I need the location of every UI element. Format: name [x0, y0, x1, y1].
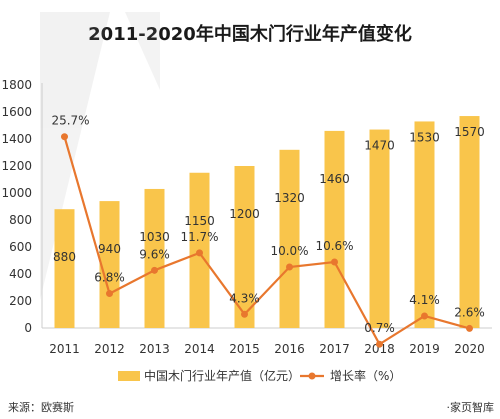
- bar: [414, 121, 435, 328]
- x-tick-label: 2017: [319, 342, 350, 356]
- bar-value-label: 1030: [139, 230, 170, 244]
- x-tick-label: 2015: [229, 342, 260, 356]
- x-tick-label: 2011: [49, 342, 80, 356]
- growth-point: [331, 258, 338, 266]
- legend-label-bar: 中国木门行业年产值（亿元）: [144, 368, 300, 383]
- growth-point: [61, 133, 68, 141]
- bar-value-label: 1460: [319, 172, 350, 186]
- growth-label: 11.7%: [180, 230, 218, 244]
- y-tick-label: 1800: [1, 78, 32, 92]
- bar: [54, 209, 75, 328]
- legend-swatch-bar: [118, 371, 140, 381]
- source-note: 来源：欧赛斯: [8, 401, 74, 414]
- x-tick-label: 2019: [409, 342, 440, 356]
- growth-label: 4.1%: [409, 293, 440, 307]
- x-tick-label: 2013: [139, 342, 170, 356]
- bar: [144, 188, 165, 328]
- y-tick-label: 1200: [1, 159, 32, 173]
- y-tick-label: 800: [9, 213, 32, 227]
- growth-label: 25.7%: [51, 114, 89, 128]
- x-tick-label: 2014: [184, 342, 215, 356]
- x-tick-label: 2012: [94, 342, 125, 356]
- bar: [369, 129, 390, 328]
- growth-label: 9.6%: [139, 247, 170, 261]
- legend-label-line: 增长率（%）: [330, 368, 401, 383]
- y-tick-label: 0: [24, 321, 32, 335]
- growth-line: [63, 136, 470, 346]
- growth-label: 10.6%: [315, 239, 353, 253]
- x-tick-label: 2020: [454, 342, 485, 356]
- bar-value-label: 1150: [184, 214, 215, 228]
- y-tick-label: 200: [9, 294, 32, 308]
- bar: [324, 130, 345, 328]
- bar-value-label: 1200: [229, 207, 260, 221]
- bar-value-label: 1320: [274, 191, 305, 205]
- growth-point: [196, 249, 203, 257]
- growth-label: 6.8%: [94, 271, 125, 285]
- y-tick-label: 1600: [1, 105, 32, 119]
- bar: [99, 201, 120, 328]
- growth-label: 0.7%: [364, 321, 395, 335]
- growth-point: [376, 340, 383, 348]
- y-tick-label: 600: [9, 240, 32, 254]
- y-tick-label: 1400: [1, 132, 32, 146]
- legend-marker-line: [308, 372, 316, 380]
- growth-point: [286, 263, 293, 271]
- growth-label: 10.0%: [270, 244, 308, 258]
- bar-value-label: 1470: [364, 139, 395, 153]
- y-tick-label: 1000: [1, 186, 32, 200]
- chart-title: 2011-2020年中国木门行业年产值变化: [88, 24, 412, 45]
- growth-point: [466, 324, 473, 332]
- bar: [279, 149, 300, 328]
- growth-point: [241, 310, 248, 318]
- bar-value-label: 1570: [454, 125, 485, 139]
- bar-value-label: 1530: [409, 130, 440, 144]
- growth-point: [421, 312, 428, 320]
- x-tick-label: 2018: [364, 342, 395, 356]
- growth-label: 4.3%: [229, 291, 260, 305]
- bar: [234, 166, 255, 328]
- credit-note: ·家页智库: [446, 401, 495, 414]
- bar-value-label: 880: [53, 250, 76, 264]
- growth-label: 2.6%: [454, 305, 485, 319]
- growth-point: [106, 290, 113, 298]
- bar-value-label: 940: [98, 242, 121, 256]
- y-tick-label: 400: [9, 267, 32, 281]
- x-tick-label: 2016: [274, 342, 305, 356]
- growth-point: [151, 266, 158, 274]
- bar: [459, 116, 480, 328]
